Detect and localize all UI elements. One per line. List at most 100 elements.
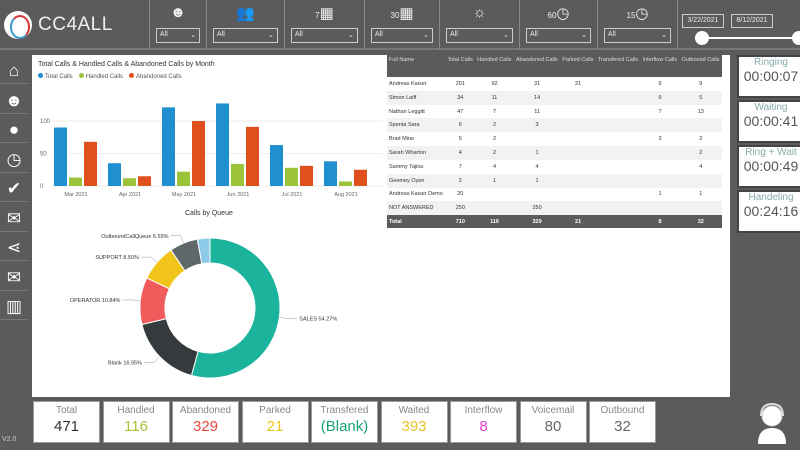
kpi-value: 32 bbox=[614, 418, 631, 435]
column-header[interactable]: Outbound Calls bbox=[679, 55, 722, 77]
bar[interactable] bbox=[300, 165, 313, 186]
kpi-value: 116 bbox=[124, 418, 148, 435]
column-header[interactable]: Interflow Calls bbox=[640, 55, 680, 77]
table-cell: 1 bbox=[513, 173, 561, 188]
filter-dropdown[interactable]: All ⌄ bbox=[371, 28, 433, 43]
bar[interactable] bbox=[354, 169, 367, 186]
sidebar-clock-icon[interactable]: ◷ bbox=[0, 147, 28, 173]
leader-line bbox=[140, 256, 158, 263]
table-row[interactable]: Andreas Kaiser Demo 20 1 1 bbox=[387, 188, 722, 202]
table-cell bbox=[560, 173, 596, 188]
bar[interactable] bbox=[339, 181, 352, 186]
headset-agent-icon[interactable] bbox=[752, 400, 792, 444]
column-header[interactable]: Parked Calls bbox=[560, 55, 596, 77]
legend-item[interactable]: Abandoned Calls bbox=[129, 73, 182, 80]
x-tick-label: Apr 2021 bbox=[119, 192, 141, 198]
column-header[interactable]: Full Name bbox=[387, 55, 446, 77]
bar[interactable] bbox=[108, 163, 121, 186]
table-row[interactable]: Sarah Wharton 4 2 1 2 bbox=[387, 146, 722, 160]
bar[interactable] bbox=[54, 127, 67, 187]
sidebar-share-icon[interactable]: ⋖ bbox=[0, 235, 28, 261]
table-cell: Sarah Wharton bbox=[387, 146, 446, 160]
table-cell: 2 bbox=[699, 136, 703, 143]
total-cell: 116 bbox=[475, 215, 514, 228]
chevron-down-icon: ⌄ bbox=[581, 32, 587, 39]
timer-value: 00:00:41 bbox=[743, 113, 799, 129]
table-row[interactable]: Simon Laiff 34 11 14 6 5 bbox=[387, 90, 722, 105]
end-date-input[interactable]: 8/12/2021 bbox=[731, 14, 773, 28]
sidebar-agent-icon[interactable]: ☻ bbox=[0, 88, 28, 114]
column-header[interactable]: Handled Calls bbox=[475, 55, 514, 77]
filter-dropdown[interactable]: All ⌄ bbox=[291, 28, 358, 43]
kpi-value: 329 bbox=[192, 418, 219, 435]
table-row[interactable]: Sammy Tajiou 7 4 4 4 bbox=[387, 160, 722, 174]
table-cell bbox=[596, 188, 641, 202]
kpi-label: Outbound bbox=[600, 405, 645, 416]
table-cell bbox=[595, 118, 641, 133]
legend-item[interactable]: Handled Calls bbox=[78, 73, 123, 80]
bar[interactable] bbox=[69, 177, 82, 186]
table-row[interactable]: Spenta Sara 6 2 3 bbox=[387, 118, 722, 133]
kpi-label: Transfered bbox=[320, 405, 369, 416]
sidebar-home-icon[interactable]: ⌂ bbox=[0, 58, 28, 84]
bar[interactable] bbox=[324, 161, 337, 186]
table-cell: 2 bbox=[679, 146, 722, 160]
bar[interactable] bbox=[177, 171, 190, 186]
bar[interactable] bbox=[162, 107, 175, 186]
filter-2: 7▦ All ⌄ bbox=[285, 0, 365, 50]
table-cell: Brad Mine bbox=[389, 136, 415, 143]
bar-chart: 0 50 100 Mar 2021 Apr 2021 May 2021 Jun 2021 Ju… bbox=[40, 103, 382, 198]
y-tick-label: 100 bbox=[40, 119, 51, 125]
donut-chart: SALES 54.27% Blank 16.95% OPERATOR 10.84% S… bbox=[70, 234, 337, 379]
table-cell: 1 bbox=[475, 173, 514, 188]
bar[interactable] bbox=[270, 145, 283, 186]
table-cell: 11 bbox=[534, 108, 540, 115]
sidebar-mail-icon[interactable]: ✉ bbox=[0, 265, 28, 291]
sidebar-user-icon[interactable]: ● bbox=[0, 117, 28, 143]
filter-dropdown[interactable]: All ⌄ bbox=[446, 28, 513, 43]
bar[interactable] bbox=[231, 163, 244, 186]
bar[interactable] bbox=[192, 121, 205, 186]
table-row[interactable]: Andreas Kaiser 201 92 31 21 9 9 bbox=[387, 77, 722, 91]
day-night-icon: ☼ bbox=[472, 4, 487, 21]
filter-dropdown[interactable]: All ⌄ bbox=[156, 28, 200, 43]
sidebar-chat-icon[interactable]: ✉ bbox=[0, 206, 28, 232]
table-cell bbox=[560, 160, 596, 174]
sidebar-chart-icon[interactable]: ▥ bbox=[0, 294, 28, 320]
bar[interactable] bbox=[84, 141, 97, 186]
filter-dropdown[interactable]: All ⌄ bbox=[604, 28, 671, 43]
date-slider-end-handle[interactable] bbox=[792, 31, 800, 45]
table-cell: 1 bbox=[699, 191, 703, 198]
kpi-value: 471 bbox=[53, 418, 80, 435]
bar[interactable] bbox=[285, 167, 298, 186]
table-row[interactable]: Nathan Leggitt 47 7 11 7 13 bbox=[387, 105, 722, 119]
donut-slice[interactable] bbox=[196, 237, 211, 265]
start-date-input[interactable]: 3/22/2021 bbox=[682, 14, 724, 28]
column-header[interactable]: Abandoned Calls bbox=[513, 55, 561, 77]
table-cell: 3 bbox=[658, 136, 662, 143]
filter-days-label: 30 bbox=[390, 11, 400, 20]
bar[interactable] bbox=[246, 126, 259, 186]
bar[interactable] bbox=[216, 103, 229, 186]
table-row[interactable]: Geemey Oyen 2 1 1 bbox=[387, 173, 722, 188]
filter-dropdown[interactable]: All ⌄ bbox=[526, 28, 591, 43]
donut-slice[interactable] bbox=[141, 317, 199, 377]
total-cell: Total bbox=[387, 215, 446, 228]
table-cell: 1 bbox=[658, 191, 662, 198]
column-header[interactable]: Transfered Calls bbox=[595, 55, 641, 77]
bar[interactable] bbox=[123, 178, 136, 186]
filter-dropdown[interactable]: All ⌄ bbox=[213, 28, 278, 43]
filter-0: ☻ All ⌄ bbox=[150, 0, 207, 50]
table-cell bbox=[560, 90, 596, 105]
bar[interactable] bbox=[138, 176, 151, 186]
table-row[interactable]: NOT ANSWERED 250 250 bbox=[387, 201, 722, 216]
legend-item[interactable]: Total Calls bbox=[38, 73, 73, 80]
date-slider-track[interactable] bbox=[700, 37, 800, 39]
table-row[interactable]: Brad Mine 5 2 3 2 bbox=[387, 132, 722, 146]
sidebar-check-icon[interactable]: ✔ bbox=[0, 176, 28, 202]
column-header[interactable]: Total Calls bbox=[445, 55, 476, 77]
total-cell: 329 bbox=[513, 215, 561, 228]
agent-icon: ☻ bbox=[170, 4, 186, 21]
donut-slice[interactable] bbox=[190, 237, 281, 379]
date-slider-start-handle[interactable] bbox=[695, 31, 709, 45]
